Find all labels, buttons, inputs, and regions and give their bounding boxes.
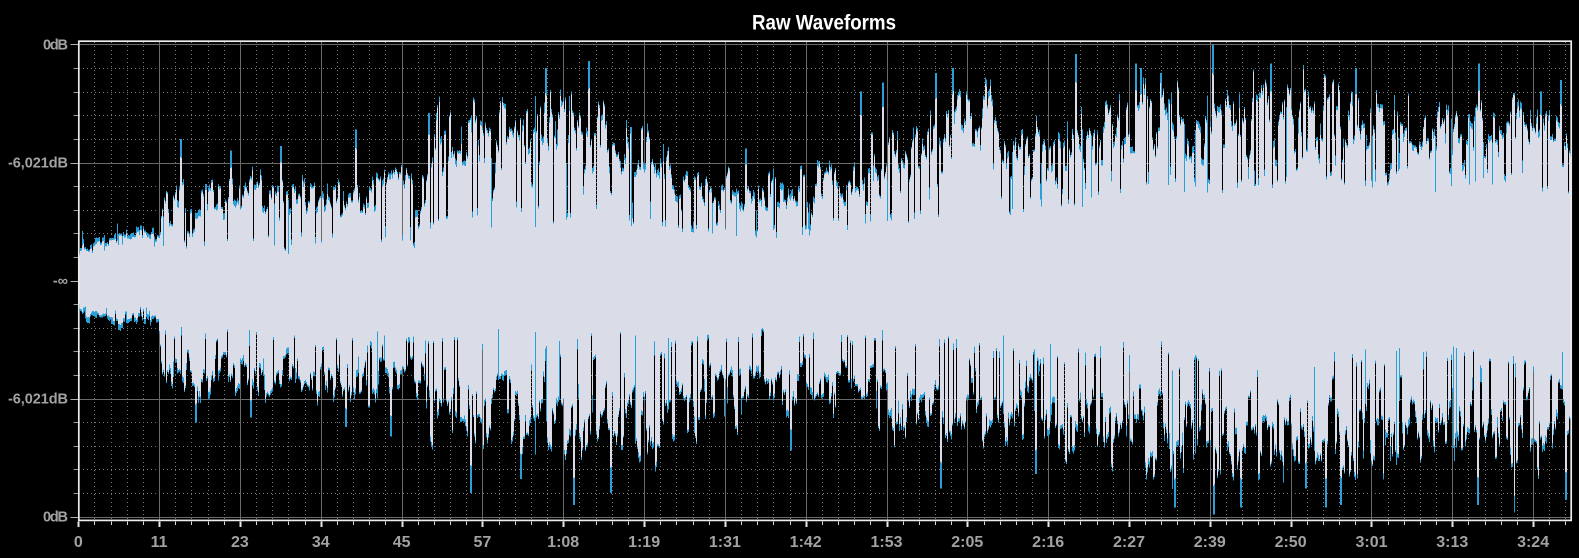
- svg-text:0dB: 0dB: [43, 38, 68, 54]
- svg-text:1:42: 1:42: [790, 534, 822, 551]
- svg-text:2:50: 2:50: [1275, 534, 1307, 551]
- svg-text:1:08: 1:08: [547, 534, 579, 551]
- svg-text:3:24: 3:24: [1517, 534, 1549, 551]
- svg-text:0: 0: [74, 534, 83, 551]
- svg-text:3:01: 3:01: [1355, 534, 1387, 551]
- svg-text:3:13: 3:13: [1436, 534, 1468, 551]
- svg-text:Raw Waveforms: Raw Waveforms: [752, 12, 896, 35]
- svg-text:23: 23: [231, 534, 249, 551]
- svg-text:45: 45: [393, 534, 411, 551]
- svg-text:34: 34: [312, 534, 330, 551]
- svg-text:-6,021dB: -6,021dB: [8, 156, 68, 172]
- svg-text:0dB: 0dB: [43, 510, 68, 526]
- svg-text:-6,021dB: -6,021dB: [8, 392, 68, 408]
- svg-text:1:53: 1:53: [870, 534, 902, 551]
- svg-text:2:16: 2:16: [1032, 534, 1064, 551]
- svg-text:57: 57: [474, 534, 492, 551]
- svg-text:2:39: 2:39: [1194, 534, 1226, 551]
- svg-text:1:31: 1:31: [709, 534, 741, 551]
- svg-text:2:05: 2:05: [951, 534, 983, 551]
- svg-text:1:19: 1:19: [628, 534, 660, 551]
- svg-text:-∞: -∞: [53, 274, 68, 290]
- svg-text:2:27: 2:27: [1113, 534, 1145, 551]
- svg-text:11: 11: [151, 534, 168, 551]
